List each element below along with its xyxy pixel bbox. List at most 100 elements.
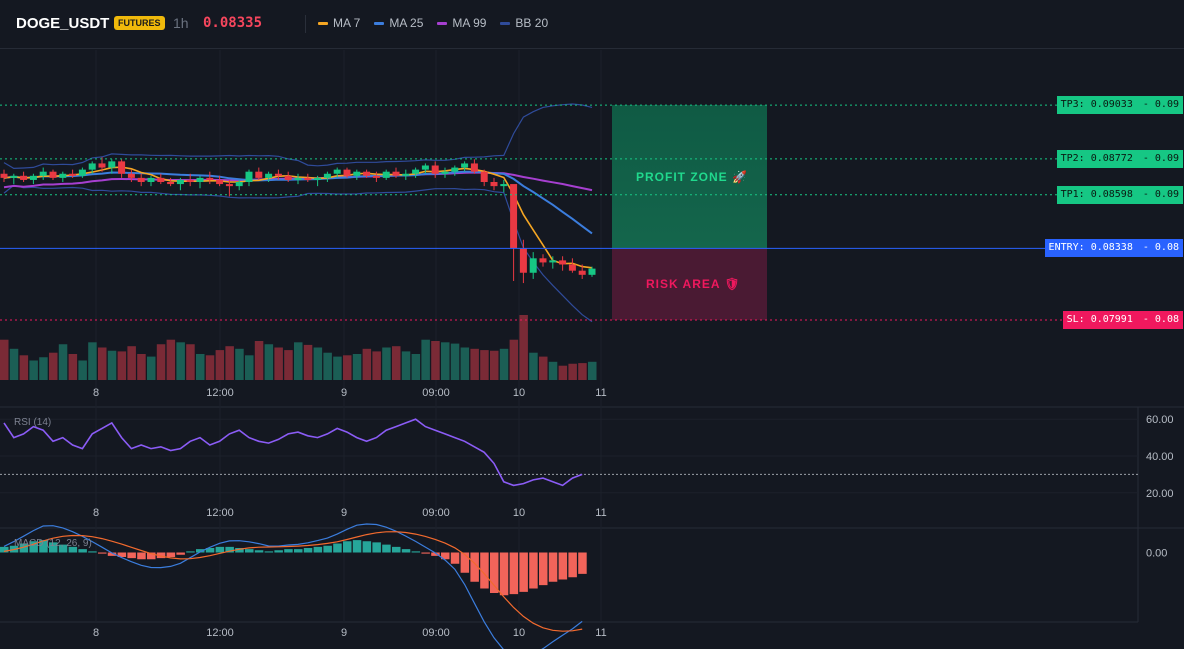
macd-histogram-bar bbox=[450, 552, 460, 564]
candle-body bbox=[49, 171, 57, 178]
volume-bar bbox=[372, 351, 381, 380]
volume-bar bbox=[147, 356, 156, 380]
candle-body bbox=[323, 173, 331, 178]
volume-bar bbox=[548, 361, 558, 380]
macd-histogram-bar bbox=[225, 546, 234, 553]
volume-bar bbox=[460, 347, 470, 380]
candle-body bbox=[480, 171, 488, 182]
tp2-price-label[interactable]: TP2: 0.08772 - 0.09 bbox=[1056, 149, 1183, 168]
macd-histogram-bar bbox=[274, 550, 283, 553]
volume-bar bbox=[127, 346, 136, 380]
macd-histogram-bar bbox=[519, 552, 528, 592]
macd-histogram-bar bbox=[294, 549, 303, 553]
volume-bar bbox=[176, 342, 185, 380]
legend-item-bb20[interactable]: BB 20 bbox=[500, 16, 548, 30]
legend-item-ma99[interactable]: MA 99 bbox=[437, 16, 486, 30]
x-axis-tick-8: 8 bbox=[93, 507, 99, 519]
legend-swatch bbox=[374, 21, 385, 25]
volume-bar bbox=[490, 350, 499, 380]
candle-body bbox=[186, 179, 194, 182]
candle-body bbox=[157, 177, 165, 182]
volume-bar bbox=[107, 350, 117, 380]
volume-bar bbox=[382, 347, 391, 380]
candle-body bbox=[225, 184, 233, 187]
tp3-price-label[interactable]: TP3: 0.09033 - 0.09 bbox=[1056, 96, 1183, 115]
candle-body bbox=[98, 163, 106, 168]
candle-body bbox=[176, 179, 184, 185]
candle-body bbox=[39, 171, 47, 176]
macd-histogram-bar bbox=[352, 540, 362, 553]
futures-badge: FUTURES bbox=[114, 16, 165, 30]
symbol-title[interactable]: DOGE_USDT bbox=[16, 15, 110, 32]
candle-body bbox=[470, 163, 478, 172]
candle-body bbox=[568, 264, 576, 271]
legend-label: MA 25 bbox=[389, 16, 424, 30]
rsi-title: RSI (14) bbox=[14, 417, 51, 428]
entry-price-label[interactable]: ENTRY: 0.08338 - 0.08 bbox=[1044, 239, 1183, 258]
volume-bar bbox=[294, 342, 303, 380]
volume-bar bbox=[156, 344, 166, 380]
macd-histogram-bar bbox=[235, 548, 244, 553]
candle-body bbox=[10, 175, 18, 178]
legend-item-ma7[interactable]: MA 7 bbox=[318, 16, 360, 30]
legend-swatch bbox=[500, 21, 511, 25]
volume-bar bbox=[578, 363, 587, 380]
macd-title: MACD (12, 26, 9) bbox=[14, 538, 92, 549]
candle-body bbox=[441, 171, 449, 174]
volume-bar bbox=[29, 360, 38, 380]
candle-body bbox=[137, 177, 145, 182]
macd-histogram-bar bbox=[499, 552, 509, 596]
level-label-text: SL: 0.07991 bbox=[1066, 313, 1133, 325]
macd-histogram-bar bbox=[205, 548, 215, 553]
candle-body bbox=[255, 171, 263, 178]
rsi-axis-tick: 60.00 bbox=[1146, 414, 1174, 426]
candle-body bbox=[78, 169, 86, 176]
candle-body bbox=[294, 177, 302, 180]
volume-bar bbox=[480, 350, 489, 380]
macd-histogram-bar bbox=[215, 546, 225, 553]
level-label-text: ENTRY: 0.08338 bbox=[1048, 242, 1133, 254]
candle-body bbox=[578, 270, 586, 275]
candle-body bbox=[431, 165, 439, 174]
x-axis-tick-11: 11 bbox=[595, 387, 606, 399]
candle-body bbox=[500, 184, 508, 187]
level-axis-value: - 0.08 bbox=[1136, 242, 1179, 254]
volume-bar bbox=[19, 355, 29, 380]
x-axis-tick-0900: 09:00 bbox=[422, 387, 450, 399]
volume-bar bbox=[225, 346, 234, 380]
bb-lower-line bbox=[3, 184, 593, 323]
volume-bar bbox=[303, 344, 313, 380]
sl-price-label[interactable]: SL: 0.07991 - 0.08 bbox=[1062, 310, 1183, 329]
legend-label: BB 20 bbox=[515, 16, 549, 30]
candle-body bbox=[363, 171, 371, 176]
candle-body bbox=[245, 171, 253, 182]
level-axis-value: - 0.09 bbox=[1136, 99, 1179, 111]
candle-body bbox=[274, 173, 282, 176]
volume-bar bbox=[343, 355, 352, 380]
macd-histogram-bar bbox=[98, 552, 107, 554]
macd-histogram-bar bbox=[411, 551, 421, 553]
x-axis-tick-11: 11 bbox=[595, 507, 606, 519]
timeframe-label[interactable]: 1h bbox=[173, 15, 189, 31]
tp1-price-label[interactable]: TP1: 0.08598 - 0.09 bbox=[1056, 185, 1183, 204]
rsi-axis-tick: 40.00 bbox=[1146, 451, 1174, 463]
macd-histogram-bar bbox=[303, 548, 313, 553]
macd-histogram-bar bbox=[147, 552, 156, 560]
candle-body bbox=[127, 173, 135, 178]
macd-histogram-bar bbox=[284, 549, 293, 553]
macd-histogram-bar bbox=[313, 546, 323, 553]
candle-body bbox=[304, 177, 312, 180]
volume-bar bbox=[519, 315, 528, 380]
rsi-axis-tick: 20.00 bbox=[1146, 488, 1174, 500]
legend-label: MA 7 bbox=[333, 16, 361, 30]
volume-bar bbox=[362, 348, 372, 380]
volume-bar bbox=[39, 357, 48, 380]
candle-body bbox=[588, 268, 596, 275]
legend-item-ma25[interactable]: MA 25 bbox=[374, 16, 423, 30]
macd-histogram-bar bbox=[196, 549, 205, 553]
volume-bar bbox=[509, 339, 519, 380]
macd-histogram-bar bbox=[548, 552, 558, 582]
candle-body bbox=[118, 161, 126, 174]
candle-body bbox=[333, 169, 341, 174]
